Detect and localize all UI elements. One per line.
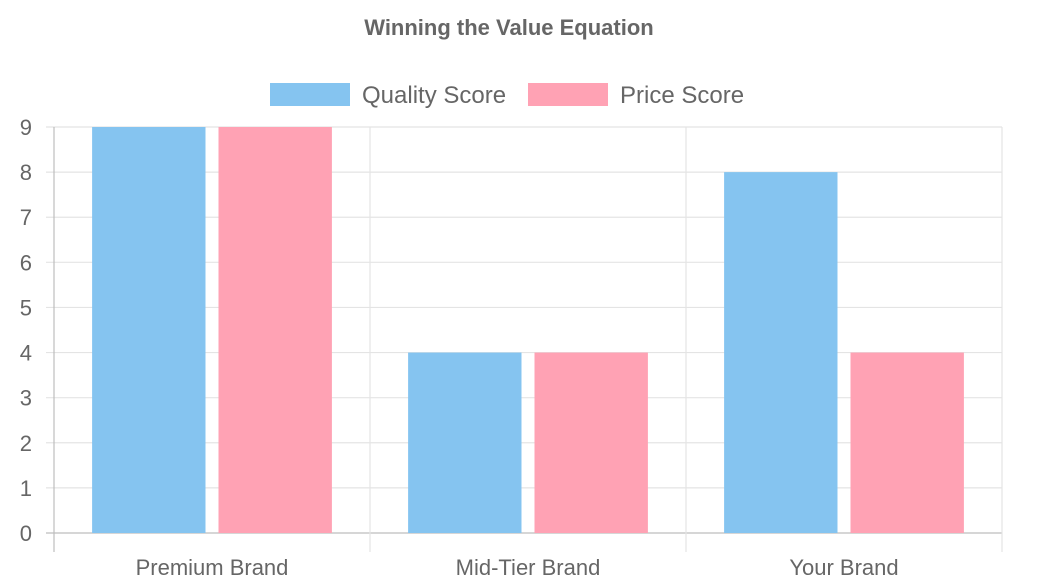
bar-price-score[interactable] <box>218 127 332 533</box>
y-tick-label: 4 <box>20 341 32 366</box>
y-tick-label: 1 <box>20 476 32 501</box>
legend-swatch-price-score <box>528 83 608 106</box>
y-tick-label: 6 <box>20 250 32 275</box>
y-tick-label: 8 <box>20 160 32 185</box>
legend-item-quality-score[interactable]: Quality Score <box>270 82 506 109</box>
legend-swatch-quality-score <box>270 83 350 106</box>
y-tick-label: 9 <box>20 115 32 140</box>
bar-quality-score[interactable] <box>408 352 522 533</box>
y-tick-label: 0 <box>20 521 32 546</box>
x-axis-ticks: Premium Brand Mid-Tier Brand Your Brand <box>136 555 899 580</box>
bar-price-score[interactable] <box>850 352 964 533</box>
legend-label-price-score: Price Score <box>620 82 744 109</box>
legend-item-price-score[interactable]: Price Score <box>528 82 744 109</box>
y-tick-label: 5 <box>20 295 32 320</box>
y-tick-label: 2 <box>20 431 32 456</box>
legend-label-quality-score: Quality Score <box>362 82 506 109</box>
y-tick-label: 3 <box>20 386 32 411</box>
chart-legend: Quality Score Price Score <box>270 82 744 109</box>
bar-quality-score[interactable] <box>92 127 206 533</box>
x-tick-label: Mid-Tier Brand <box>456 555 601 580</box>
x-tick-label: Your Brand <box>789 555 898 580</box>
bar-price-score[interactable] <box>534 352 648 533</box>
chart-bars <box>92 127 964 533</box>
chart-title: Winning the Value Equation <box>364 15 653 40</box>
bar-quality-score[interactable] <box>724 172 838 533</box>
y-tick-label: 7 <box>20 205 32 230</box>
y-axis-ticks: 0 1 2 3 4 5 6 7 8 9 <box>20 115 32 546</box>
x-tick-label: Premium Brand <box>136 555 289 580</box>
